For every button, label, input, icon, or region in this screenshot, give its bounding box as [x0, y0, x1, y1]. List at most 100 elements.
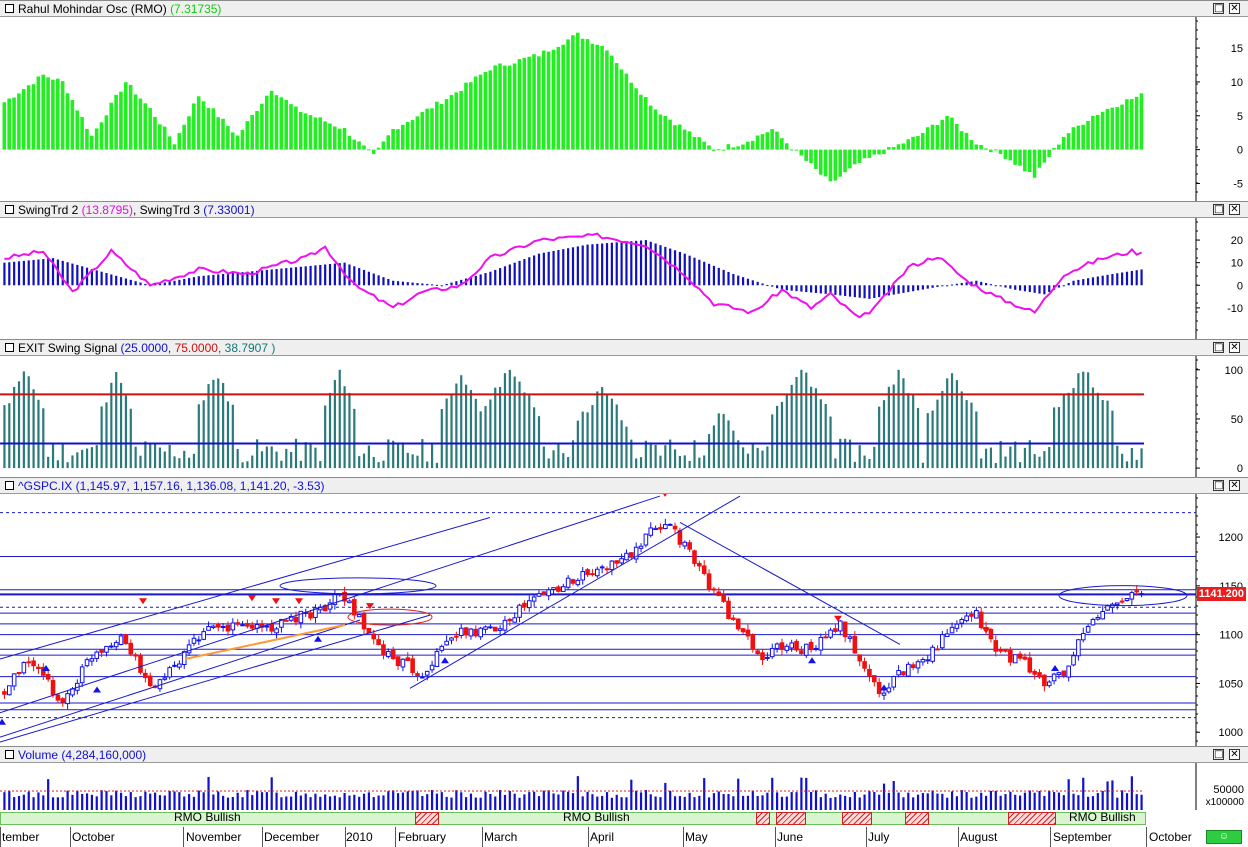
rmo-bar — [882, 149, 886, 155]
volume-bar — [396, 793, 400, 810]
close-button[interactable]: ✕ — [1229, 3, 1240, 14]
swingtrd3-bar — [537, 253, 541, 286]
swingtrd3-bar — [416, 283, 419, 286]
volume-bar — [499, 790, 502, 810]
exit-bar — [387, 439, 390, 469]
rmo-bar — [862, 149, 867, 159]
volume-bar — [868, 791, 871, 810]
volume-bar — [523, 794, 526, 810]
rmo-bar — [415, 116, 420, 150]
swingtrd3-bar — [192, 277, 196, 286]
sell-signal-arrow — [663, 494, 667, 497]
rmo-bar — [614, 63, 619, 150]
swingtrd3-bar — [717, 267, 720, 286]
rmo-bar — [1100, 111, 1105, 150]
candle-body — [940, 634, 945, 649]
swingtrd3-bar — [873, 285, 876, 298]
exit-bar — [129, 408, 132, 469]
close-button[interactable]: ✕ — [1229, 204, 1240, 215]
volume-bar — [717, 791, 720, 810]
exit-bar — [226, 401, 230, 469]
rmo-bar — [1047, 149, 1051, 157]
exit-bar — [178, 458, 181, 469]
exit-bar — [319, 461, 322, 469]
swingtrd3-bar — [814, 285, 818, 293]
close-button[interactable]: ✕ — [1229, 342, 1240, 353]
exit-bar — [946, 378, 949, 469]
maximize-button[interactable]: □ — [1213, 3, 1224, 14]
candle-body — [920, 658, 926, 663]
pane-select-checkbox[interactable] — [5, 205, 14, 214]
swingtrd3-bar — [960, 283, 963, 286]
candle-body — [215, 623, 221, 628]
exit-bar — [989, 447, 993, 469]
exit-bar — [367, 445, 370, 469]
candle-body — [585, 569, 590, 576]
rmo-bar — [1081, 124, 1085, 150]
close-button[interactable]: ✕ — [1229, 749, 1240, 760]
volume-bar — [47, 779, 50, 810]
swingtrd3-bar — [625, 241, 628, 286]
rmo-bar — [260, 103, 264, 150]
exit-bar — [304, 442, 307, 469]
rmo-bar — [177, 133, 182, 150]
rmo-bar — [780, 138, 784, 150]
rmo-bar — [886, 147, 891, 150]
pane-select-checkbox[interactable] — [5, 481, 14, 490]
trend-line — [0, 619, 361, 738]
maximize-button[interactable]: □ — [1213, 342, 1224, 353]
candle-body — [1105, 605, 1110, 611]
candle-body — [1124, 598, 1130, 602]
exit-bar — [610, 398, 613, 469]
swingtrd3-bar — [124, 278, 128, 286]
rmo-bar — [226, 126, 230, 150]
candle-body — [298, 610, 304, 624]
volume-bar — [1009, 791, 1012, 810]
swingtrd3-bar — [474, 275, 477, 286]
exit-bar — [523, 392, 526, 469]
rmo-bar — [464, 82, 468, 150]
candle-body — [667, 523, 673, 526]
volume-bar — [547, 790, 550, 810]
swingtrd3-bar — [1091, 277, 1095, 286]
rmo-bar — [376, 147, 381, 150]
swingtrd3-bar — [105, 273, 108, 286]
pane-select-checkbox[interactable] — [5, 4, 14, 13]
candle-body — [41, 666, 46, 676]
volume-bar — [678, 796, 682, 810]
month-separator — [0, 827, 1, 847]
maximize-button[interactable]: □ — [1213, 204, 1224, 215]
volume-bar — [173, 791, 176, 810]
swingtrd3-bar — [955, 283, 959, 286]
pane-select-checkbox[interactable] — [5, 750, 14, 759]
volume-bar — [212, 794, 215, 810]
swingtrd3-bar — [1014, 285, 1017, 290]
volume-bar — [931, 790, 934, 810]
exit-bar — [119, 382, 123, 469]
exit-bar — [430, 444, 434, 469]
swingtrd3-bar — [508, 264, 511, 286]
rmo-bar — [1032, 149, 1037, 178]
candle-body — [201, 631, 206, 640]
candle-body — [1129, 592, 1135, 600]
maximize-button[interactable]: □ — [1213, 749, 1224, 760]
close-button[interactable]: ✕ — [1229, 480, 1240, 491]
exit-bar — [907, 393, 910, 469]
pane-select-checkbox[interactable] — [5, 343, 14, 352]
candle-body — [906, 663, 911, 677]
exit-bar — [124, 395, 128, 469]
swingtrd3-bar — [95, 270, 98, 286]
month-label: June — [777, 830, 804, 844]
rmo-bar — [867, 149, 872, 158]
volume-bar — [236, 792, 239, 810]
candle-body — [50, 680, 56, 696]
rmo-bar — [546, 51, 551, 150]
exit-bar — [290, 451, 293, 469]
maximize-button[interactable]: □ — [1213, 480, 1224, 491]
swingtrd3-bar — [926, 285, 929, 289]
swingtrd3-bar — [630, 241, 633, 286]
smiley-icon[interactable]: ☺ — [1206, 830, 1242, 844]
swingtrd3-bar — [1048, 285, 1051, 293]
rmo-bar — [478, 74, 483, 150]
volume-bar — [771, 777, 774, 810]
